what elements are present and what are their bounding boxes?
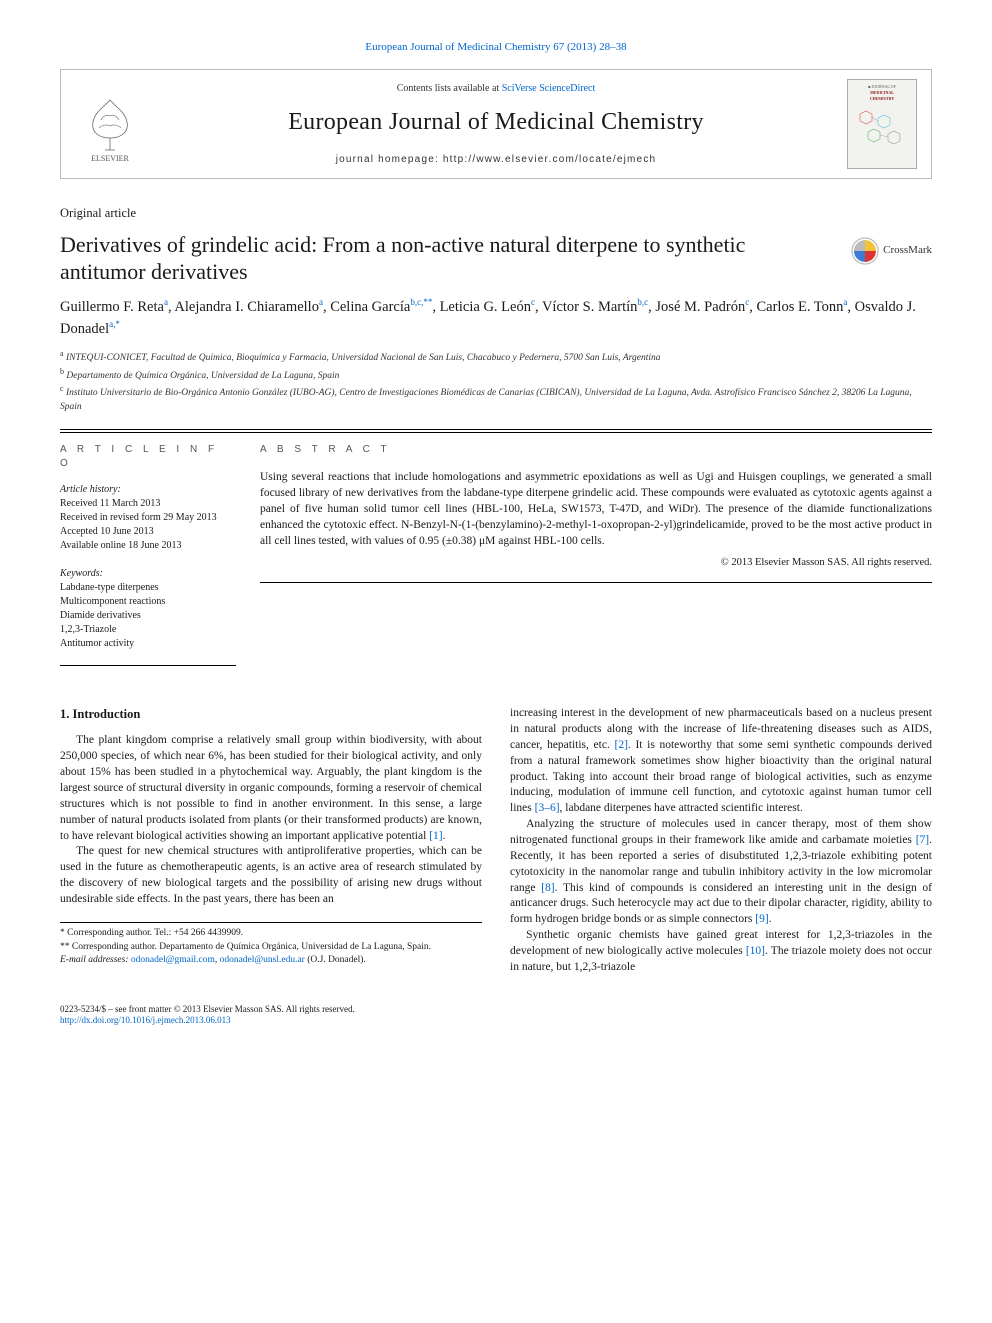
ref-link[interactable]: [9] (755, 913, 768, 925)
ref-link[interactable]: [3–6] (535, 802, 560, 814)
body-para: Synthetic organic chemists have gained g… (510, 928, 932, 976)
keyword: Diamide derivatives (60, 609, 236, 623)
contents-prefix: Contents lists available at (397, 83, 502, 94)
journal-name: European Journal of Medicinal Chemistry (145, 106, 847, 140)
ref-link[interactable]: [10] (746, 945, 765, 957)
abstract-head: A B S T R A C T (260, 443, 932, 457)
rule-divider (60, 429, 932, 430)
article-title: Derivatives of grindelic acid: From a no… (60, 231, 800, 286)
history-accepted: Accepted 10 June 2013 (60, 525, 236, 539)
body-columns: 1. Introduction The plant kingdom compri… (60, 706, 932, 976)
email-tail: (O.J. Donadel). (305, 955, 366, 965)
homepage-prefix: journal homepage: (336, 154, 443, 165)
crossmark-badge[interactable]: CrossMark (851, 237, 932, 265)
abstract-text: Using several reactions that include hom… (260, 469, 932, 549)
body-para: Analyzing the structure of molecules use… (510, 817, 932, 928)
citation-link[interactable]: European Journal of Medicinal Chemistry … (60, 40, 932, 55)
history-online: Available online 18 June 2013 (60, 539, 236, 553)
article-history: Article history: Received 11 March 2013 … (60, 483, 236, 553)
info-bottom-rule (60, 665, 236, 666)
keyword: 1,2,3-Triazole (60, 623, 236, 637)
history-label: Article history: (60, 483, 236, 497)
masthead: ELSEVIER Contents lists available at Sci… (60, 69, 932, 179)
elsevier-label: ELSEVIER (91, 153, 129, 164)
article-info-column: A R T I C L E I N F O Article history: R… (60, 432, 260, 666)
footnotes: * Corresponding author. Tel.: +54 266 44… (60, 922, 482, 967)
keywords-block: Keywords: Labdane-type diterpenes Multic… (60, 567, 236, 651)
abstract-column: A B S T R A C T Using several reactions … (260, 432, 932, 666)
body-para: increasing interest in the development o… (510, 706, 932, 817)
ref-link[interactable]: [8] (541, 882, 554, 894)
affiliation-a: INTEQUI-CONICET, Facultad de Química, Bi… (66, 353, 661, 363)
front-matter-line: 0223-5234/$ – see front matter © 2013 El… (60, 1004, 932, 1016)
authors: Guillermo F. Retaa, Alejandra I. Chiaram… (60, 296, 932, 340)
journal-homepage: journal homepage: http://www.elsevier.co… (145, 153, 847, 167)
keywords-label: Keywords: (60, 567, 236, 581)
ref-link[interactable]: [7] (916, 834, 929, 846)
body-para: The plant kingdom comprise a relatively … (60, 733, 482, 844)
email-link[interactable]: odonadel@gmail.com (131, 955, 215, 965)
affiliation-c: Instituto Universitario de Bio-Orgánica … (60, 389, 912, 413)
affiliations: a INTEQUI-CONICET, Facultad de Química, … (60, 348, 932, 416)
contents-line: Contents lists available at SciVerse Sci… (145, 82, 847, 96)
footer: 0223-5234/$ – see front matter © 2013 El… (60, 1004, 932, 1027)
body-para: The quest for new chemical structures wi… (60, 844, 482, 907)
section-1-head: 1. Introduction (60, 706, 482, 723)
sciencedirect-link[interactable]: SciVerse ScienceDirect (502, 83, 596, 94)
corr-author-1: * Corresponding author. Tel.: +54 266 44… (60, 927, 482, 940)
elsevier-tree-icon (85, 98, 135, 153)
journal-cover-thumb: ■ JOURNAL OFMEDICINALCHEMISTRY (847, 79, 917, 169)
keyword: Antitumor activity (60, 637, 236, 651)
crossmark-label: CrossMark (883, 243, 932, 258)
history-revised: Received in revised form 29 May 2013 (60, 511, 236, 525)
elsevier-logo: ELSEVIER (75, 84, 145, 164)
article-info-head: A R T I C L E I N F O (60, 443, 236, 471)
history-received: Received 11 March 2013 (60, 497, 236, 511)
email-link[interactable]: odonadel@unsl.edu.ar (220, 955, 305, 965)
homepage-url[interactable]: http://www.elsevier.com/locate/ejmech (443, 154, 656, 165)
abstract-bottom-rule (260, 582, 932, 583)
corr-author-2: ** Corresponding author. Departamento de… (60, 941, 482, 954)
abstract-copyright: © 2013 Elsevier Masson SAS. All rights r… (260, 556, 932, 571)
affiliation-b: Departamento de Química Orgánica, Univer… (66, 371, 339, 381)
doi-link[interactable]: http://dx.doi.org/10.1016/j.ejmech.2013.… (60, 1015, 231, 1025)
crossmark-icon (851, 237, 879, 265)
masthead-center: Contents lists available at SciVerse Sci… (145, 82, 847, 168)
article-type: Original article (60, 205, 932, 223)
email-line: E-mail addresses: odonadel@gmail.com, od… (60, 954, 482, 967)
ref-link[interactable]: [2] (615, 739, 628, 751)
email-label: E-mail addresses: (60, 955, 129, 965)
keyword: Multicomponent reactions (60, 595, 236, 609)
ref-link[interactable]: [1] (429, 830, 442, 842)
keyword: Labdane-type diterpenes (60, 581, 236, 595)
